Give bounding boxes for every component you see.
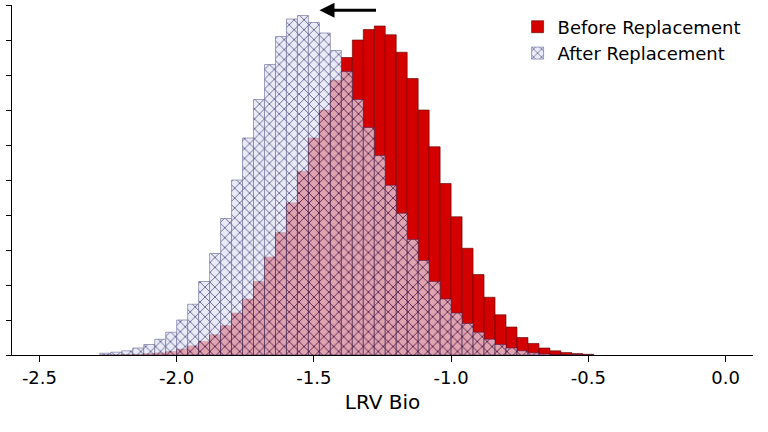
svg-text:-0.5: -0.5 [571,367,606,388]
svg-text:-1.5: -1.5 [296,367,331,388]
svg-text:-1.0: -1.0 [434,367,469,388]
svg-text:LRV Bio: LRV Bio [345,390,421,414]
svg-text:0.0: 0.0 [711,367,740,388]
svg-text:-2.0: -2.0 [159,367,194,388]
svg-text:After Replacement: After Replacement [558,43,725,64]
svg-text:Before Replacement: Before Replacement [558,17,741,38]
svg-text:-2.5: -2.5 [22,367,57,388]
